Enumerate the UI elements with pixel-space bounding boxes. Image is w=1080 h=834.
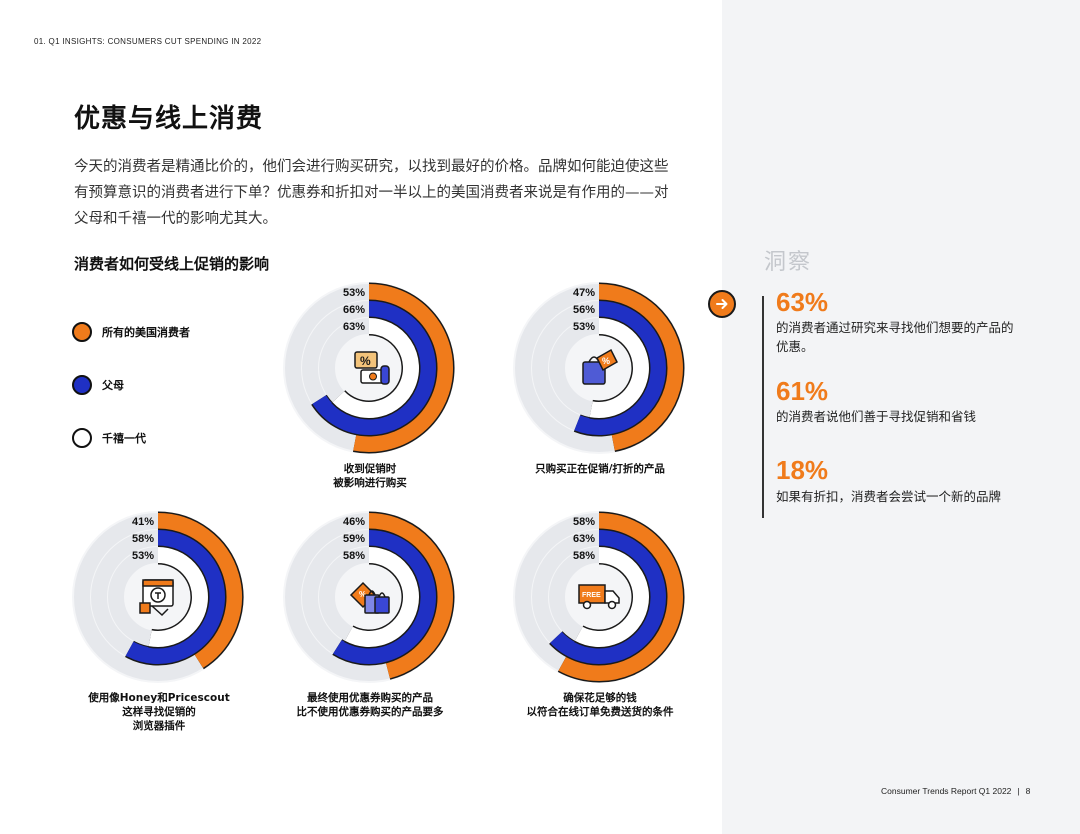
ring-arc-1 <box>157 513 242 668</box>
stat-text-1: 的消费者通过研究来寻找他们想要的产品的优惠。 <box>776 320 1014 354</box>
svg-text:%: % <box>602 356 610 366</box>
pct-label: 59% <box>343 533 365 545</box>
legend-swatch-white <box>72 428 92 448</box>
stat-value-3: 18% <box>776 455 829 485</box>
donut-caption-5: 确保花足够的钱 以符合在线订单免费送货的条件 <box>485 691 715 719</box>
legend-label: 父母 <box>102 379 124 392</box>
arrow-right-icon[interactable] <box>708 290 736 318</box>
ring-arc-3 <box>332 318 419 418</box>
caption-line: 只购买正在促销/打折的产品 <box>535 463 665 475</box>
caption-line: 确保花足够的钱 <box>563 692 637 704</box>
legend-label: 千禧一代 <box>102 432 146 445</box>
caption-line: 被影响进行购买 <box>333 477 407 489</box>
caption-line: 比不使用优惠券购买的产品要多 <box>296 706 444 718</box>
ring-arc-3 <box>574 547 649 647</box>
discount-tag-bag-icon: % <box>582 348 618 385</box>
legend-item-parents: 父母 <box>72 375 124 395</box>
ring-arc-2 <box>574 301 666 435</box>
donut-caption-3: 使用像Honey和Pricescout 这样寻找促销的 浏览器插件 <box>44 691 274 733</box>
ring-arc-2 <box>125 530 225 664</box>
stat-value-2: 61% <box>776 376 829 406</box>
caption-line: 这样寻找促销的 <box>122 706 196 718</box>
ring-arc-1 <box>598 284 683 451</box>
pct-label: 58% <box>573 516 595 528</box>
ring-arc-2 <box>312 301 436 435</box>
donut-chart-1: 53% 66% 63%% <box>283 282 455 454</box>
intro-paragraph: 今天的消费者是精通比价的，他们会进行购买研究，以找到最好的价格。品牌如何能迫使这… <box>74 159 669 227</box>
stat-text-3: 如果有折扣，消费者会尝试一个新的品牌 <box>776 489 1002 504</box>
insights-panel <box>722 0 1080 834</box>
donut-caption-4: 最终使用优惠券购买的产品 比不使用优惠券购买的产品要多 <box>255 691 485 719</box>
pct-label: 53% <box>573 321 595 333</box>
pct-label: 46% <box>343 516 365 528</box>
shopping-bags-icon: % <box>349 581 390 614</box>
donut-chart-4: 46% 59% 58%% <box>283 511 455 683</box>
ring-arc-1 <box>558 513 683 681</box>
svg-text:%: % <box>359 590 366 599</box>
donut-caption-1: 收到促销时 被影响进行购买 <box>255 462 485 490</box>
pct-label: 47% <box>573 287 595 299</box>
legend-label: 所有的美国消费者 <box>102 326 190 339</box>
pct-label: 56% <box>573 304 595 316</box>
svg-text:FREE: FREE <box>582 592 601 599</box>
ring-arc-3 <box>148 547 208 647</box>
ring-arc-1 <box>353 284 453 452</box>
pct-label: 58% <box>132 533 154 545</box>
pct-label: 63% <box>343 321 365 333</box>
insights-divider <box>762 296 764 518</box>
ring-arc-2 <box>333 530 436 664</box>
donut-chart-3: 41% 58% 53% <box>72 511 244 683</box>
pct-label: 53% <box>132 550 154 562</box>
page-number: 8 <box>1025 786 1031 796</box>
donut-chart-5: 58% 63% 58% FREE <box>513 511 685 683</box>
donut-chart-2: 47% 56% 53%% <box>513 282 685 454</box>
caption-line: 收到促销时 <box>343 463 397 475</box>
pct-label: 63% <box>573 533 595 545</box>
ring-arc-2 <box>550 530 666 664</box>
pct-label: 66% <box>343 304 365 316</box>
legend-item-all-consumers: 所有的美国消费者 <box>72 322 190 342</box>
arrow-glyph <box>716 299 728 309</box>
footer-report-name: Consumer Trends Report Q1 2022 <box>881 786 1012 796</box>
chart-heading: 消费者如何受线上促销的影响 <box>74 255 270 273</box>
legend-swatch-blue <box>72 375 92 395</box>
stat-text-2: 的消费者说他们善于寻找促销和省钱 <box>776 409 977 424</box>
browser-plugin-icon <box>139 579 174 617</box>
pct-label: 53% <box>343 287 365 299</box>
caption-line: 使用像Honey和Pricescout <box>88 692 230 704</box>
page-title: 优惠与线上消费 <box>74 104 264 134</box>
legend-swatch-orange <box>72 322 92 342</box>
running-head: 01. Q1 INSIGHTS: CONSUMERS CUT SPENDING … <box>34 37 262 46</box>
ring-arc-3 <box>344 547 419 647</box>
caption-line: 最终使用优惠券购买的产品 <box>307 692 433 704</box>
coupon-cash-icon: % <box>354 351 390 385</box>
caption-line: 以符合在线订单免费送货的条件 <box>526 706 674 718</box>
footer-separator: | <box>1017 786 1020 796</box>
donut-caption-2: 只购买正在促销/打折的产品 <box>485 462 715 476</box>
pct-label: 41% <box>132 516 154 528</box>
legend-item-millennials: 千禧一代 <box>72 428 146 448</box>
insights-title: 洞察 <box>764 250 813 275</box>
caption-line: 浏览器插件 <box>132 720 186 732</box>
svg-text:%: % <box>360 354 371 368</box>
ring-arc-1 <box>368 513 453 679</box>
ring-arc-3 <box>589 318 649 418</box>
pct-label: 58% <box>573 550 595 562</box>
free-delivery-truck-icon: FREE <box>578 584 620 610</box>
page-footer: Consumer Trends Report Q1 2022 | 8 <box>881 786 1030 796</box>
stat-value-1: 63% <box>776 287 829 317</box>
pct-label: 58% <box>343 550 365 562</box>
